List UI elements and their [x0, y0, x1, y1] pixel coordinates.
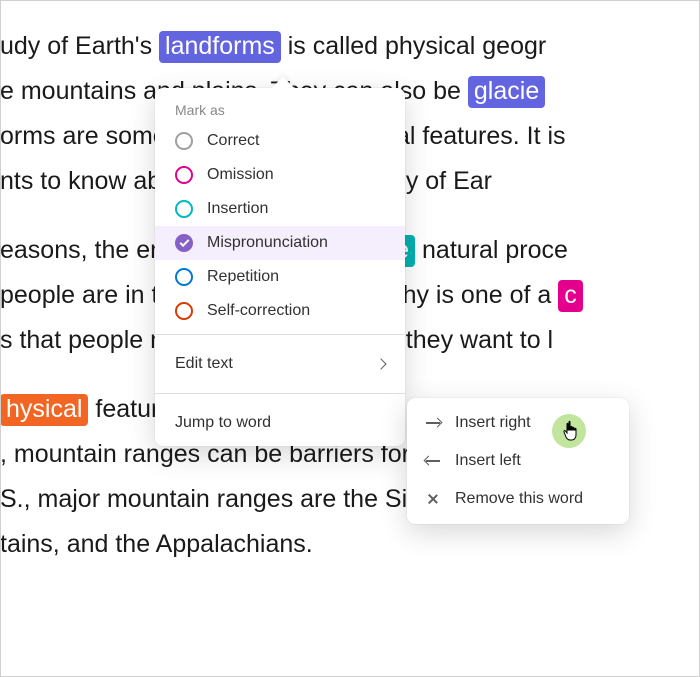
divider [155, 334, 405, 335]
arrow-right-icon [425, 415, 441, 431]
mark-label: Omission [207, 166, 274, 184]
check-circle-icon [175, 234, 193, 252]
mark-omission[interactable]: Omission [155, 158, 405, 192]
highlight-hysical[interactable]: hysical [0, 394, 88, 426]
text: natural proce [415, 236, 568, 264]
highlight-c[interactable]: c [558, 280, 583, 312]
mark-label: Self-correction [207, 302, 310, 320]
jump-to-word-item[interactable]: Jump to word [155, 400, 405, 446]
mark-label: Insertion [207, 200, 268, 218]
submenu-label: Remove this word [455, 490, 583, 508]
ring-icon [175, 166, 193, 184]
chevron-right-icon [375, 358, 386, 369]
click-highlight [552, 414, 586, 448]
text: tains, and the Appalachians. [0, 530, 313, 558]
text: is called physical geogr [281, 32, 546, 60]
edit-text-label: Edit text [175, 355, 233, 373]
arrow-left-icon [425, 453, 441, 469]
mark-repetition[interactable]: Repetition [155, 260, 405, 294]
mark-label: Correct [207, 132, 259, 150]
highlight-landforms[interactable]: landforms [159, 31, 281, 63]
submenu-label: Insert left [455, 452, 521, 470]
mark-label: Repetition [207, 268, 279, 286]
mark-self-correction[interactable]: Self-correction [155, 294, 405, 328]
mark-as-popup: Mark as Correct Omission Insertion Mispr… [155, 88, 405, 446]
mark-mispronunciation[interactable]: Mispronunciation [155, 226, 405, 260]
jump-label: Jump to word [175, 414, 271, 432]
x-icon [425, 491, 441, 507]
mark-insertion[interactable]: Insertion [155, 192, 405, 226]
mark-correct[interactable]: Correct [155, 124, 405, 158]
mark-label: Mispronunciation [207, 234, 328, 252]
ring-icon [175, 268, 193, 286]
ring-icon [175, 302, 193, 320]
divider [155, 393, 405, 394]
popup-header: Mark as [155, 88, 405, 124]
edit-text-item[interactable]: Edit text [155, 341, 405, 387]
highlight-glacie[interactable]: glacie [468, 76, 545, 108]
insert-left-item[interactable]: Insert left [407, 442, 629, 480]
submenu-label: Insert right [455, 414, 531, 432]
ring-icon [175, 132, 193, 150]
text: udy of Earth's [0, 32, 159, 60]
edit-text-submenu: Insert right Insert left Remove this wor… [407, 398, 629, 524]
ring-icon [175, 200, 193, 218]
remove-word-item[interactable]: Remove this word [407, 480, 629, 518]
insert-right-item[interactable]: Insert right [407, 404, 629, 442]
